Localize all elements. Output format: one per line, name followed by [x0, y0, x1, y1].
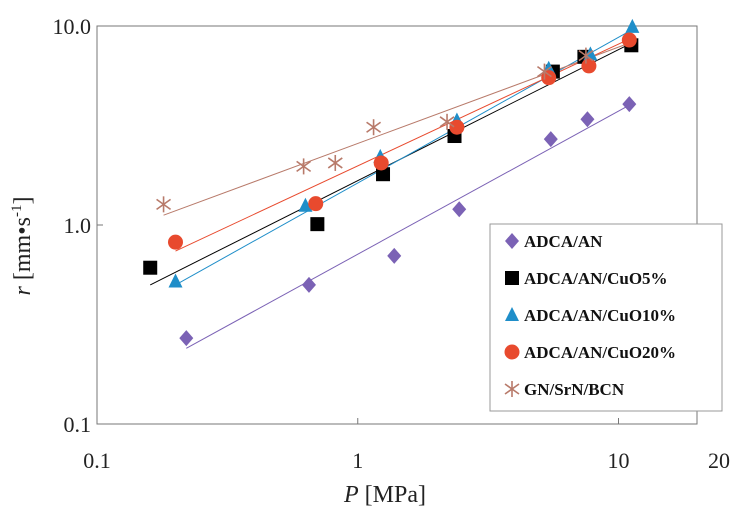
markers — [143, 18, 640, 347]
data-point-1-2 — [376, 167, 391, 182]
data-point-4-3 — [366, 119, 382, 136]
asterisk-stroke — [578, 49, 594, 62]
legend-label-0: ADCA/AN — [524, 232, 603, 251]
data-point-4-4 — [439, 113, 455, 130]
legend-marker-4 — [504, 381, 520, 397]
data-point-4-5 — [536, 63, 552, 80]
x-tick-label: 20 — [708, 448, 730, 473]
data-point-0-5 — [580, 111, 595, 128]
legend-label-3: ADCA/AN/CuO20% — [524, 343, 676, 362]
axis-ticks: 0.1 1 10 20 0.1 1.0 10.0 — [53, 14, 731, 473]
legend-marker-3 — [504, 344, 520, 360]
data-point-0-1 — [301, 276, 316, 293]
fit-line-0 — [186, 104, 630, 349]
data-point-1-0 — [143, 260, 158, 275]
y-axis-unit: [mm•s — [10, 217, 36, 286]
data-point-3-3 — [449, 119, 465, 135]
asterisk-stroke — [296, 160, 312, 173]
legend-marker-1 — [505, 271, 519, 285]
data-point-0-4 — [543, 131, 558, 148]
legend-box — [489, 223, 723, 412]
data-point-4-2 — [327, 154, 343, 171]
legend: ADCA/AN ADCA/AN/CuO5% ADCA/AN/CuO10% ADCA/A… — [489, 223, 723, 412]
y-axis-variable: r — [10, 285, 36, 295]
x-axis-unit: [MPa] — [359, 482, 426, 508]
y-axis-title: r [mm•s-1] — [9, 197, 36, 296]
data-point-2-6 — [625, 18, 640, 33]
data-point-4-1 — [296, 158, 312, 175]
asterisk-stroke — [439, 116, 455, 128]
data-point-3-6 — [621, 32, 637, 48]
y-tick-label: 0.1 — [64, 412, 92, 437]
data-point-0-2 — [387, 247, 402, 264]
data-point-3-5 — [581, 58, 597, 74]
data-point-1-1 — [310, 217, 325, 232]
asterisk-stroke — [504, 383, 520, 395]
data-point-0-6 — [622, 96, 637, 113]
legend-label-1: ADCA/AN/CuO5% — [524, 269, 668, 288]
asterisk-stroke — [536, 65, 552, 78]
legend-label-2: ADCA/AN/CuO10% — [524, 306, 676, 325]
data-point-0-3 — [452, 201, 467, 218]
data-point-4-0 — [156, 196, 172, 213]
asterisk-stroke — [366, 121, 382, 133]
data-point-0-0 — [179, 330, 194, 347]
y-tick-label: 1.0 — [64, 213, 92, 238]
asterisk-stroke — [156, 198, 172, 210]
y-axis-unit-end: ] — [10, 197, 36, 205]
x-tick-label: 0.1 — [83, 448, 111, 473]
data-point-3-0 — [167, 234, 183, 250]
x-tick-label: 10 — [608, 448, 630, 473]
legend-label-4: GN/SrN/BCN — [524, 380, 625, 399]
data-point-2-1 — [298, 197, 313, 212]
data-point-3-2 — [373, 155, 389, 171]
y-axis-unit-superscript: -1 — [9, 205, 25, 218]
legend-marker-2 — [505, 307, 519, 321]
y-tick-label: 10.0 — [53, 14, 92, 39]
data-point-2-0 — [168, 273, 183, 288]
data-point-3-1 — [308, 196, 324, 212]
x-axis-title: P [MPa] — [343, 482, 426, 508]
x-tick-label: 1 — [352, 448, 363, 473]
asterisk-stroke — [327, 157, 343, 169]
data-point-4-6 — [578, 47, 594, 64]
fit-line-3 — [175, 38, 630, 252]
x-axis-variable: P — [343, 482, 359, 508]
legend-marker-0 — [505, 233, 519, 249]
